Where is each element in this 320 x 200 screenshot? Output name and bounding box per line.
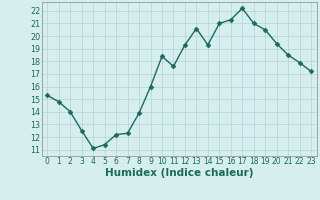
X-axis label: Humidex (Indice chaleur): Humidex (Indice chaleur) [105,168,253,178]
